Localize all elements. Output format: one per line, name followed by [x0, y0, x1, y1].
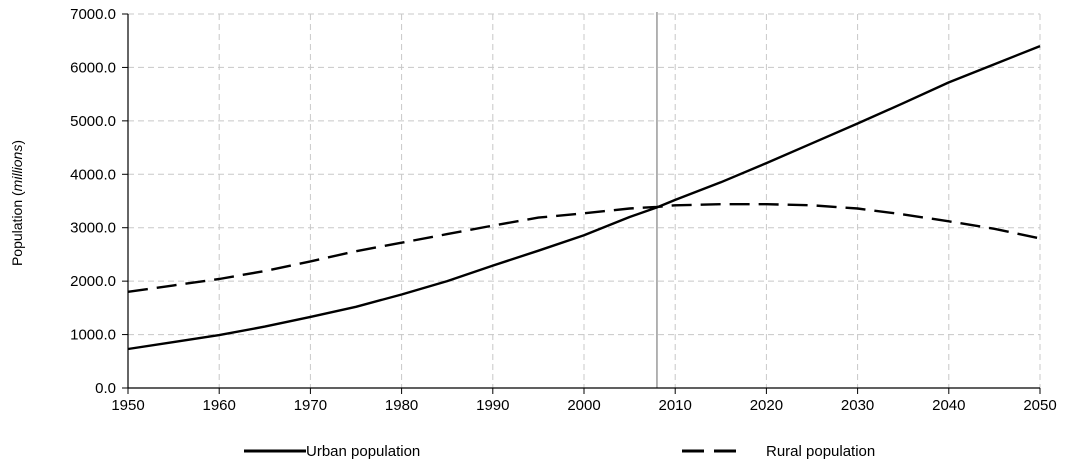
y-tick-label: 6000.0: [70, 59, 116, 76]
y-axis-title-unit: millions: [9, 145, 25, 192]
y-axis-title-suffix: ): [9, 140, 25, 145]
x-tick-label: 2040: [932, 397, 965, 414]
legend-item-rural: Rural population: [682, 443, 875, 460]
legend-item-urban: Urban population: [244, 443, 420, 460]
x-tick-label: 2010: [659, 397, 692, 414]
y-tick-label: 0.0: [95, 380, 116, 397]
legend-label-urban: Urban population: [306, 443, 420, 460]
y-tick-label: 1000.0: [70, 327, 116, 344]
x-tick-label: 1980: [385, 397, 418, 414]
y-tick-label: 4000.0: [70, 166, 116, 183]
x-tick-label: 2050: [1023, 397, 1056, 414]
axes: 1950 1960 1970 1980 1990 2000 2010 2020 2030 2040…: [70, 6, 1057, 414]
x-tick-label: 1970: [294, 397, 327, 414]
y-ticks: 0.0 1000.0 2000.0 3000.0 4000.0 5000.0 6000.0 7…: [70, 6, 128, 397]
x-tick-label: 2030: [841, 397, 874, 414]
y-axis-title-prefix: Population (: [9, 191, 25, 266]
x-ticks: 1950 1960 1970 1980 1990 2000 2010 2020 2030 2040…: [111, 388, 1057, 414]
x-tick-label: 2020: [750, 397, 783, 414]
x-tick-label: 1990: [476, 397, 509, 414]
y-tick-label: 5000.0: [70, 113, 116, 130]
y-tick-label: 2000.0: [70, 273, 116, 290]
y-tick-label: 3000.0: [70, 220, 116, 237]
x-tick-label: 1950: [111, 397, 144, 414]
rural-population-line: [127, 202, 1041, 293]
y-axis-title: Population (millions): [9, 140, 25, 266]
legend-label-rural: Rural population: [766, 443, 875, 460]
x-tick-label: 1960: [203, 397, 236, 414]
series-layer: [127, 44, 1041, 351]
urban-population-line: [127, 44, 1041, 351]
grid: [128, 13, 1041, 388]
y-tick-label: 7000.0: [70, 6, 116, 23]
legend: Urban population Rural population: [244, 443, 875, 460]
x-tick-label: 2000: [567, 397, 600, 414]
